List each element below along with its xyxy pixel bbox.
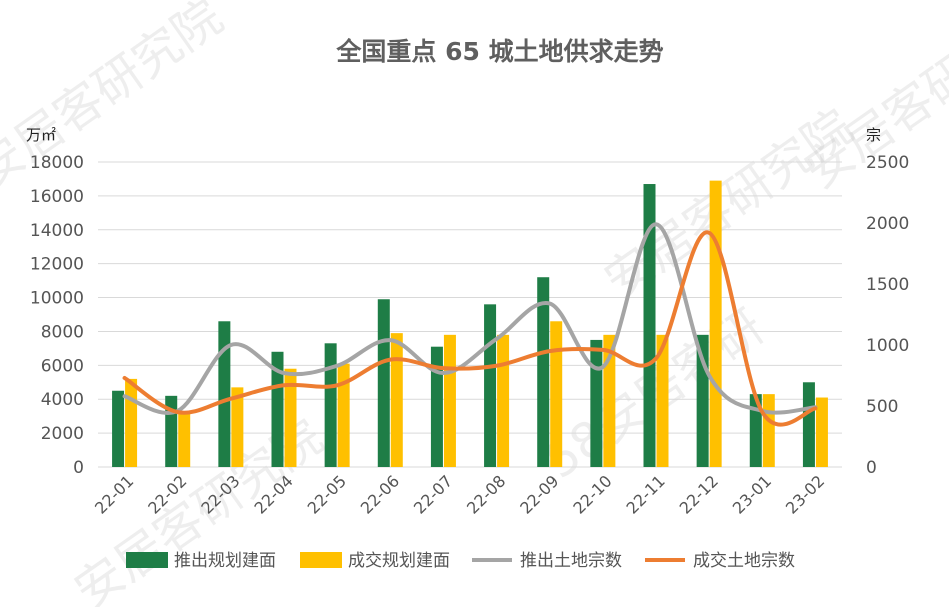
y-right-tick: 2000 (866, 214, 909, 234)
y-left-tick: 2000 (41, 424, 84, 444)
bar-sold-area (815, 397, 828, 467)
x-tick: 22-05 (304, 471, 350, 517)
legend-swatch (300, 552, 342, 568)
bar-series (112, 180, 828, 467)
bar-launched-area (271, 351, 284, 467)
bar-sold-area (550, 321, 563, 467)
legend-swatch (126, 552, 168, 568)
bar-sold-area (656, 334, 669, 467)
bar-sold-area (284, 368, 297, 467)
y-left-tick: 12000 (30, 255, 84, 275)
bar-launched-area (590, 339, 603, 467)
y-left-tick: 8000 (41, 322, 84, 342)
y-right-axis-label: 宗 (866, 126, 881, 144)
y-right-tick: 1000 (866, 336, 909, 356)
legend-label: 成交规划建面 (348, 551, 450, 571)
line-launched-plots (122, 222, 818, 415)
y-left-tick-labels: 0 2000 4000 6000 8000 10000 12000 14000 16000 180… (30, 153, 84, 478)
legend-label: 推出土地宗数 (520, 551, 622, 571)
bar-launched-area (802, 382, 815, 467)
x-tick: 23-01 (729, 471, 775, 517)
legend-label: 成交土地宗数 (693, 551, 795, 571)
bar-sold-area (603, 334, 616, 467)
x-tick: 22-06 (357, 471, 403, 517)
bar-sold-area (125, 378, 138, 467)
legend-label: 推出规划建面 (174, 551, 276, 571)
y-left-tick: 14000 (30, 221, 84, 241)
y-left-tick: 10000 (30, 289, 84, 309)
y-left-tick: 0 (73, 458, 84, 478)
y-left-tick: 16000 (30, 187, 84, 207)
y-left-axis-label: 万㎡ (26, 126, 56, 144)
bar-sold-area (443, 334, 456, 467)
bar-sold-area (231, 387, 244, 467)
y-right-tick-labels: 0 500 1000 1500 2000 2500 (866, 153, 909, 478)
bar-launched-area (643, 184, 656, 467)
y-right-tick: 500 (866, 397, 898, 417)
y-right-tick: 1500 (866, 275, 909, 295)
y-left-tick: 4000 (41, 390, 84, 410)
x-tick: 23-02 (782, 471, 828, 517)
bar-sold-area (337, 363, 350, 467)
bar-launched-area (324, 343, 337, 467)
x-tick: 22-08 (463, 471, 509, 517)
bar-sold-area (709, 180, 722, 467)
x-tick: 22-11 (623, 471, 669, 517)
bar-launched-area (749, 394, 762, 467)
y-left-tick: 6000 (41, 356, 84, 376)
legend: 推出规划建面 成交规划建面 推出土地宗数 成交土地宗数 (126, 551, 795, 571)
bar-sold-area (762, 394, 775, 467)
bar-launched-area (377, 299, 390, 467)
bar-sold-area (390, 333, 403, 467)
y-right-tick: 2500 (866, 153, 909, 173)
line-sold-plots (122, 230, 818, 427)
bar-launched-area (112, 390, 125, 467)
bar-launched-area (484, 304, 497, 467)
x-tick: 22-12 (676, 471, 722, 517)
bar-sold-area (497, 334, 510, 467)
bar-launched-area (430, 346, 443, 467)
line-series (122, 222, 818, 427)
bar-launched-area (537, 277, 550, 467)
x-tick: 22-07 (410, 471, 456, 517)
y-left-tick: 18000 (30, 153, 84, 173)
bar-launched-area (218, 321, 231, 467)
y-right-tick: 0 (866, 458, 877, 478)
x-tick: 22-09 (516, 471, 562, 517)
x-tick: 22-01 (91, 471, 137, 517)
chart-title: 全国重点 65 城土地供求走势 (335, 37, 663, 66)
bar-sold-area (178, 411, 191, 467)
